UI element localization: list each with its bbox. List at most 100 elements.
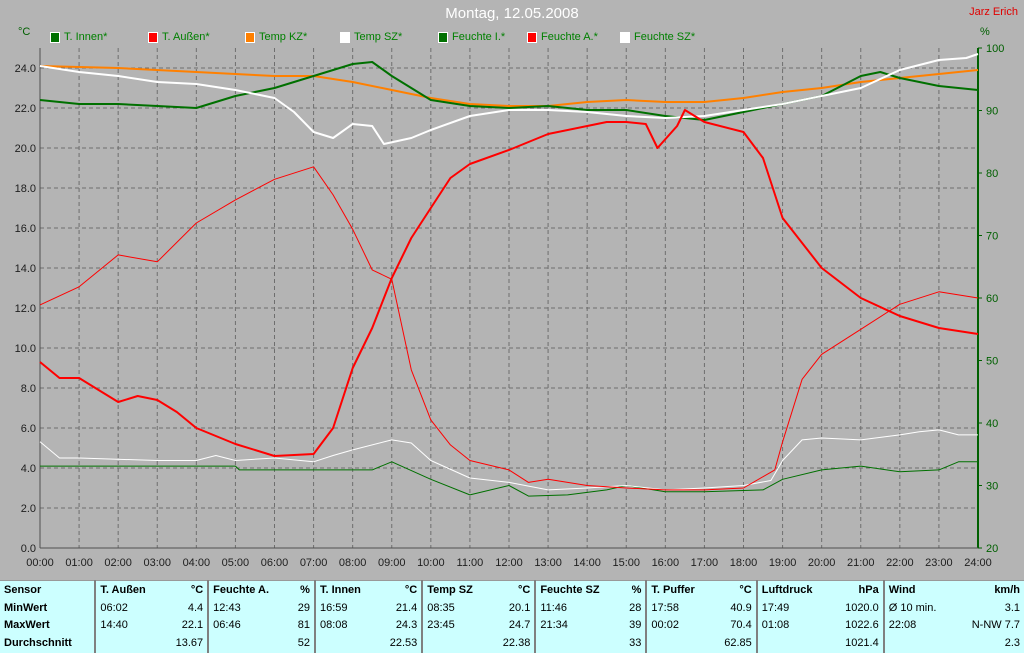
stat-time (313, 634, 377, 653)
x-tick-label: 17:00 (691, 557, 719, 569)
sensor-name: Wind (882, 580, 955, 600)
row-label: MinWert (4, 601, 48, 614)
stats-row: Sensor T. Außen °C Feuchte A.% T. Innen °C Tem… (0, 580, 1024, 600)
stat-time: 06:02 (94, 599, 163, 617)
stat-value: 1020.0 (845, 601, 879, 614)
x-tick-label: 10:00 (417, 557, 445, 569)
stat-time: 06:46 (207, 617, 289, 635)
x-tick-label: 02:00 (104, 557, 132, 569)
stat-time: 23:45 (421, 617, 491, 635)
row-label: MaxWert (4, 619, 50, 632)
stat-time (534, 634, 621, 653)
x-tick-label: 15:00 (612, 557, 640, 569)
x-tick-label: 19:00 (769, 557, 797, 569)
sensor-name: T. Innen (313, 580, 377, 600)
legend-label: Feuchte I.* (452, 31, 506, 43)
stat-value: 39 (629, 619, 642, 632)
stat-value: 33 (629, 637, 642, 650)
stat-value: 2.3 (1004, 637, 1020, 650)
stat-time: 14:40 (94, 617, 163, 635)
y-left-tick-label: 20.0 (15, 143, 36, 155)
stat-value: 1022.6 (845, 619, 879, 632)
stat-value: 29 (297, 601, 310, 614)
sensor-name: T. Puffer (645, 580, 712, 600)
x-tick-label: 00:00 (26, 557, 54, 569)
stat-time (882, 634, 955, 653)
stat-value: 1021.4 (845, 637, 879, 650)
x-tick-label: 21:00 (847, 557, 875, 569)
legend-item: T. Außen* (148, 31, 210, 43)
legend-swatch (340, 31, 350, 43)
stat-value: 3.1 (1004, 601, 1020, 614)
stat-value: 21.4 (395, 601, 418, 614)
legend-item: Feuchte SZ* (620, 31, 695, 43)
x-tick-label: 01:00 (65, 557, 93, 569)
stat-time: 17:49 (755, 599, 831, 617)
legend-label: Temp SZ* (354, 31, 403, 43)
row-label: Durchschnitt (4, 637, 72, 650)
sensor-name: Temp SZ (421, 580, 491, 600)
stat-time: 21:34 (534, 617, 621, 635)
legend-label: Feuchte A.* (541, 31, 598, 43)
legend-swatch (50, 31, 60, 43)
y-left-tick-label: 24.0 (15, 63, 36, 75)
legend-label: T. Außen* (162, 31, 210, 43)
weather-chart: 00:00 01:00 02:00 03:00 04:00 05:00 06:00 07:00… (15, 43, 1005, 569)
stat-value: 40.9 (730, 601, 752, 614)
series-line-t-außen (39, 109, 979, 457)
stat-time: 00:02 (645, 617, 712, 635)
series-line-feuchte-sz (39, 429, 978, 491)
y-right-tick-label: 60 (986, 293, 998, 305)
stat-value: 20.1 (508, 601, 531, 614)
y-right-tick-label: 50 (986, 356, 998, 368)
stat-time (645, 634, 712, 653)
stat-time (755, 634, 831, 653)
stat-value: 13.67 (175, 637, 204, 650)
y-right-tick-label: 40 (986, 418, 998, 430)
stat-time: 08:08 (313, 617, 377, 635)
stat-time: Ø 10 min. (882, 599, 955, 617)
x-tick-label: 04:00 (183, 557, 211, 569)
sensor-unit: % (631, 583, 642, 596)
y-right-tick-label: 20 (986, 543, 998, 555)
x-tick-label: 16:00 (652, 557, 680, 569)
x-tick-label: 12:00 (495, 557, 523, 569)
legend-item: T. Innen* (50, 31, 107, 43)
legend-label: Temp KZ* (259, 31, 308, 43)
statistics-table: Sensor T. Außen °C Feuchte A.% T. Innen °C Tem… (0, 580, 1024, 653)
legend-swatch (620, 31, 630, 43)
stat-value: 22.1 (181, 619, 204, 632)
stat-time (421, 634, 491, 653)
y-right-tick-label: 80 (986, 168, 998, 180)
y-left-tick-label: 22.0 (15, 103, 36, 115)
y-left-tick-label: 14.0 (15, 263, 36, 275)
legend-swatch (245, 31, 255, 43)
x-tick-label: 07:00 (300, 557, 328, 569)
y-left-tick-label: 18.0 (15, 183, 36, 195)
stat-value: 24.7 (508, 619, 531, 632)
stat-value: 24.3 (395, 619, 418, 632)
stats-row: MinWert 06:02 4.4 12:43 29 16:59 21.4 08:35 20.1… (0, 599, 1024, 617)
series-line-temp-sz (39, 53, 979, 145)
stat-time: 01:08 (755, 617, 831, 635)
stat-value: 22.38 (502, 637, 531, 650)
stat-time (207, 634, 289, 653)
x-tick-label: 11:00 (457, 557, 484, 569)
y-left-tick-label: 12.0 (15, 303, 36, 315)
y-left-tick-label: 0.0 (21, 543, 36, 555)
legend-item: Temp SZ* (340, 31, 402, 43)
legend-item: Temp KZ* (245, 31, 307, 43)
stat-value: 81 (297, 619, 310, 632)
stats-row: MaxWert 14:40 22.1 06:46 81 08:08 24.3 23:45 24.… (0, 617, 1024, 635)
stat-value: 52 (297, 637, 310, 650)
stat-value: 4.4 (187, 601, 204, 614)
stat-time: 11:46 (534, 599, 621, 617)
sensor-unit: % (300, 583, 310, 596)
y-left-tick-label: 6.0 (21, 423, 36, 435)
sensor-name: Luftdruck (755, 580, 831, 600)
y-right-tick-label: 30 (986, 481, 998, 493)
sensor-name: Feuchte A. (207, 580, 289, 600)
legend-item: Feuchte I.* (438, 31, 505, 43)
x-tick-label: 08:00 (339, 557, 367, 569)
x-tick-label: 18:00 (730, 557, 758, 569)
